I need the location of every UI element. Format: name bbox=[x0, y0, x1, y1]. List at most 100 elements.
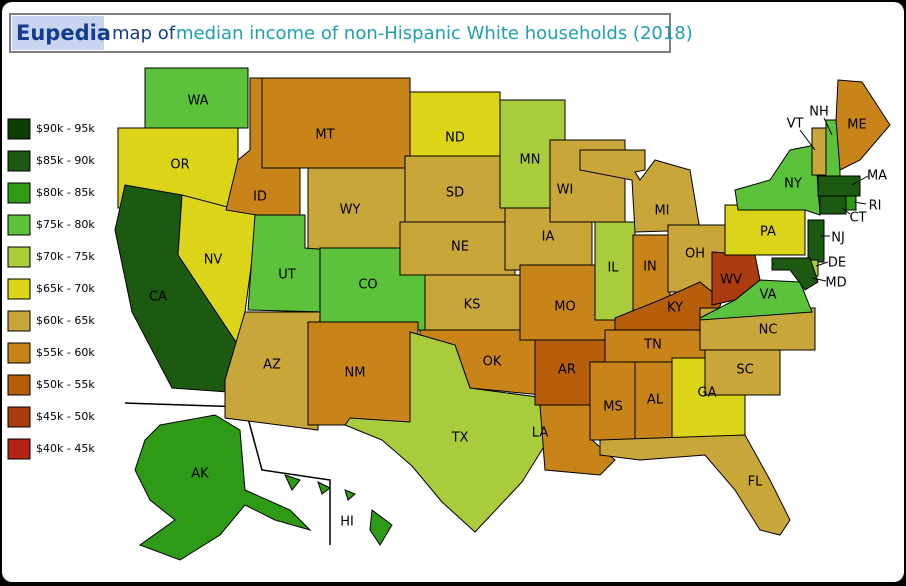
legend-label: $45k - 50k bbox=[36, 410, 95, 423]
state-label: KY bbox=[667, 301, 683, 316]
state-label: RI bbox=[869, 199, 882, 214]
state-label: SC bbox=[736, 363, 753, 378]
state-label: CT bbox=[849, 211, 866, 226]
state-label: SD bbox=[446, 186, 464, 201]
legend-swatch bbox=[7, 214, 31, 236]
state-label: OH bbox=[685, 247, 705, 262]
leader-line bbox=[799, 129, 816, 151]
state-label: WY bbox=[340, 203, 361, 218]
legend-label: $85k - 90k bbox=[36, 154, 95, 167]
state-label: GA bbox=[698, 386, 717, 401]
state-label: NY bbox=[784, 177, 802, 192]
state-label: NE bbox=[451, 240, 469, 255]
state-label: TX bbox=[451, 431, 469, 446]
state-label: MA bbox=[867, 169, 887, 184]
state-label: VA bbox=[760, 288, 777, 303]
state-label: MT bbox=[315, 128, 334, 143]
state-label: ID bbox=[253, 190, 267, 205]
inset-border bbox=[124, 402, 331, 545]
state-label: NC bbox=[759, 323, 778, 338]
leader-line bbox=[823, 117, 833, 136]
leader-line bbox=[851, 175, 869, 186]
state-shape bbox=[224, 311, 321, 431]
state-label: NJ bbox=[831, 231, 845, 246]
state-label: IN bbox=[643, 260, 657, 275]
state-label: CA bbox=[149, 290, 167, 305]
title-box bbox=[9, 13, 671, 53]
state-shape bbox=[344, 331, 549, 533]
legend-swatch bbox=[7, 278, 31, 300]
state-label: HI bbox=[340, 515, 354, 530]
leader-line bbox=[811, 277, 827, 282]
leader-line bbox=[815, 261, 829, 267]
state-shape bbox=[599, 434, 791, 536]
state-label: MI bbox=[654, 204, 669, 219]
legend-swatch bbox=[7, 310, 31, 332]
state-shape bbox=[835, 79, 891, 171]
state-shape bbox=[344, 489, 356, 501]
legend-swatch bbox=[7, 438, 31, 460]
state-label: AK bbox=[191, 467, 209, 482]
legend-swatch bbox=[7, 182, 31, 204]
state-label: CO bbox=[358, 278, 377, 293]
state-label: ND bbox=[445, 131, 465, 146]
state-label: NM bbox=[345, 366, 366, 381]
title-prefix: map of bbox=[112, 23, 176, 44]
state-label: OK bbox=[483, 355, 502, 370]
legend-swatch bbox=[7, 406, 31, 428]
state-label: ME bbox=[847, 118, 866, 133]
state-label: TN bbox=[643, 338, 662, 353]
state-shape bbox=[369, 509, 393, 546]
state-label: NV bbox=[204, 253, 223, 268]
state-label: LA bbox=[532, 426, 549, 441]
state-label: AR bbox=[558, 363, 576, 378]
state-label: WI bbox=[557, 183, 574, 198]
legend-swatch bbox=[7, 118, 31, 140]
state-label: OR bbox=[170, 158, 189, 173]
state-label: FL bbox=[748, 475, 763, 490]
state-label: MN bbox=[520, 153, 541, 168]
state-shape bbox=[817, 175, 861, 197]
legend-label: $60k - 65k bbox=[36, 314, 95, 327]
state-label: VT bbox=[787, 117, 804, 132]
state-label: IL bbox=[607, 261, 619, 276]
state-shape bbox=[579, 149, 701, 233]
brand-bg bbox=[12, 16, 104, 50]
state-label: DE bbox=[828, 256, 846, 271]
state-label: MS bbox=[603, 400, 622, 415]
leader-line bbox=[841, 207, 851, 215]
state-shape bbox=[284, 474, 301, 491]
legend-label: $55k - 60k bbox=[36, 346, 95, 359]
legend-label: $70k - 75k bbox=[36, 250, 95, 263]
legend-swatch bbox=[7, 374, 31, 396]
state-label: KS bbox=[464, 298, 481, 313]
legend-label: $80k - 85k bbox=[36, 186, 95, 199]
state-shape bbox=[409, 91, 501, 157]
state-label: WV bbox=[720, 273, 742, 288]
legend-swatch bbox=[7, 246, 31, 268]
state-label: AZ bbox=[263, 358, 281, 373]
state-shape bbox=[317, 481, 331, 495]
brand: Eupedia bbox=[16, 21, 111, 45]
state-shape bbox=[261, 77, 411, 169]
state-label: PA bbox=[760, 225, 776, 240]
legend-label: $65k - 70k bbox=[36, 282, 95, 295]
legend-label: $75k - 80k bbox=[36, 218, 95, 231]
legend-swatch bbox=[7, 150, 31, 172]
state-label: AL bbox=[647, 393, 664, 408]
state-label: WA bbox=[187, 94, 208, 109]
state-shape bbox=[134, 414, 312, 561]
state-shape bbox=[845, 195, 857, 211]
state-label: MD bbox=[825, 276, 846, 291]
legend-label: $90k - 95k bbox=[36, 122, 95, 135]
state-shape bbox=[807, 219, 825, 263]
state-label: IA bbox=[542, 230, 555, 245]
title: median income of non-Hispanic White hous… bbox=[176, 23, 693, 44]
state-shape bbox=[811, 127, 827, 176]
legend-swatch bbox=[7, 342, 31, 364]
state-shape bbox=[144, 67, 249, 129]
legend-label: $50k - 55k bbox=[36, 378, 95, 391]
state-label: UT bbox=[278, 268, 296, 283]
